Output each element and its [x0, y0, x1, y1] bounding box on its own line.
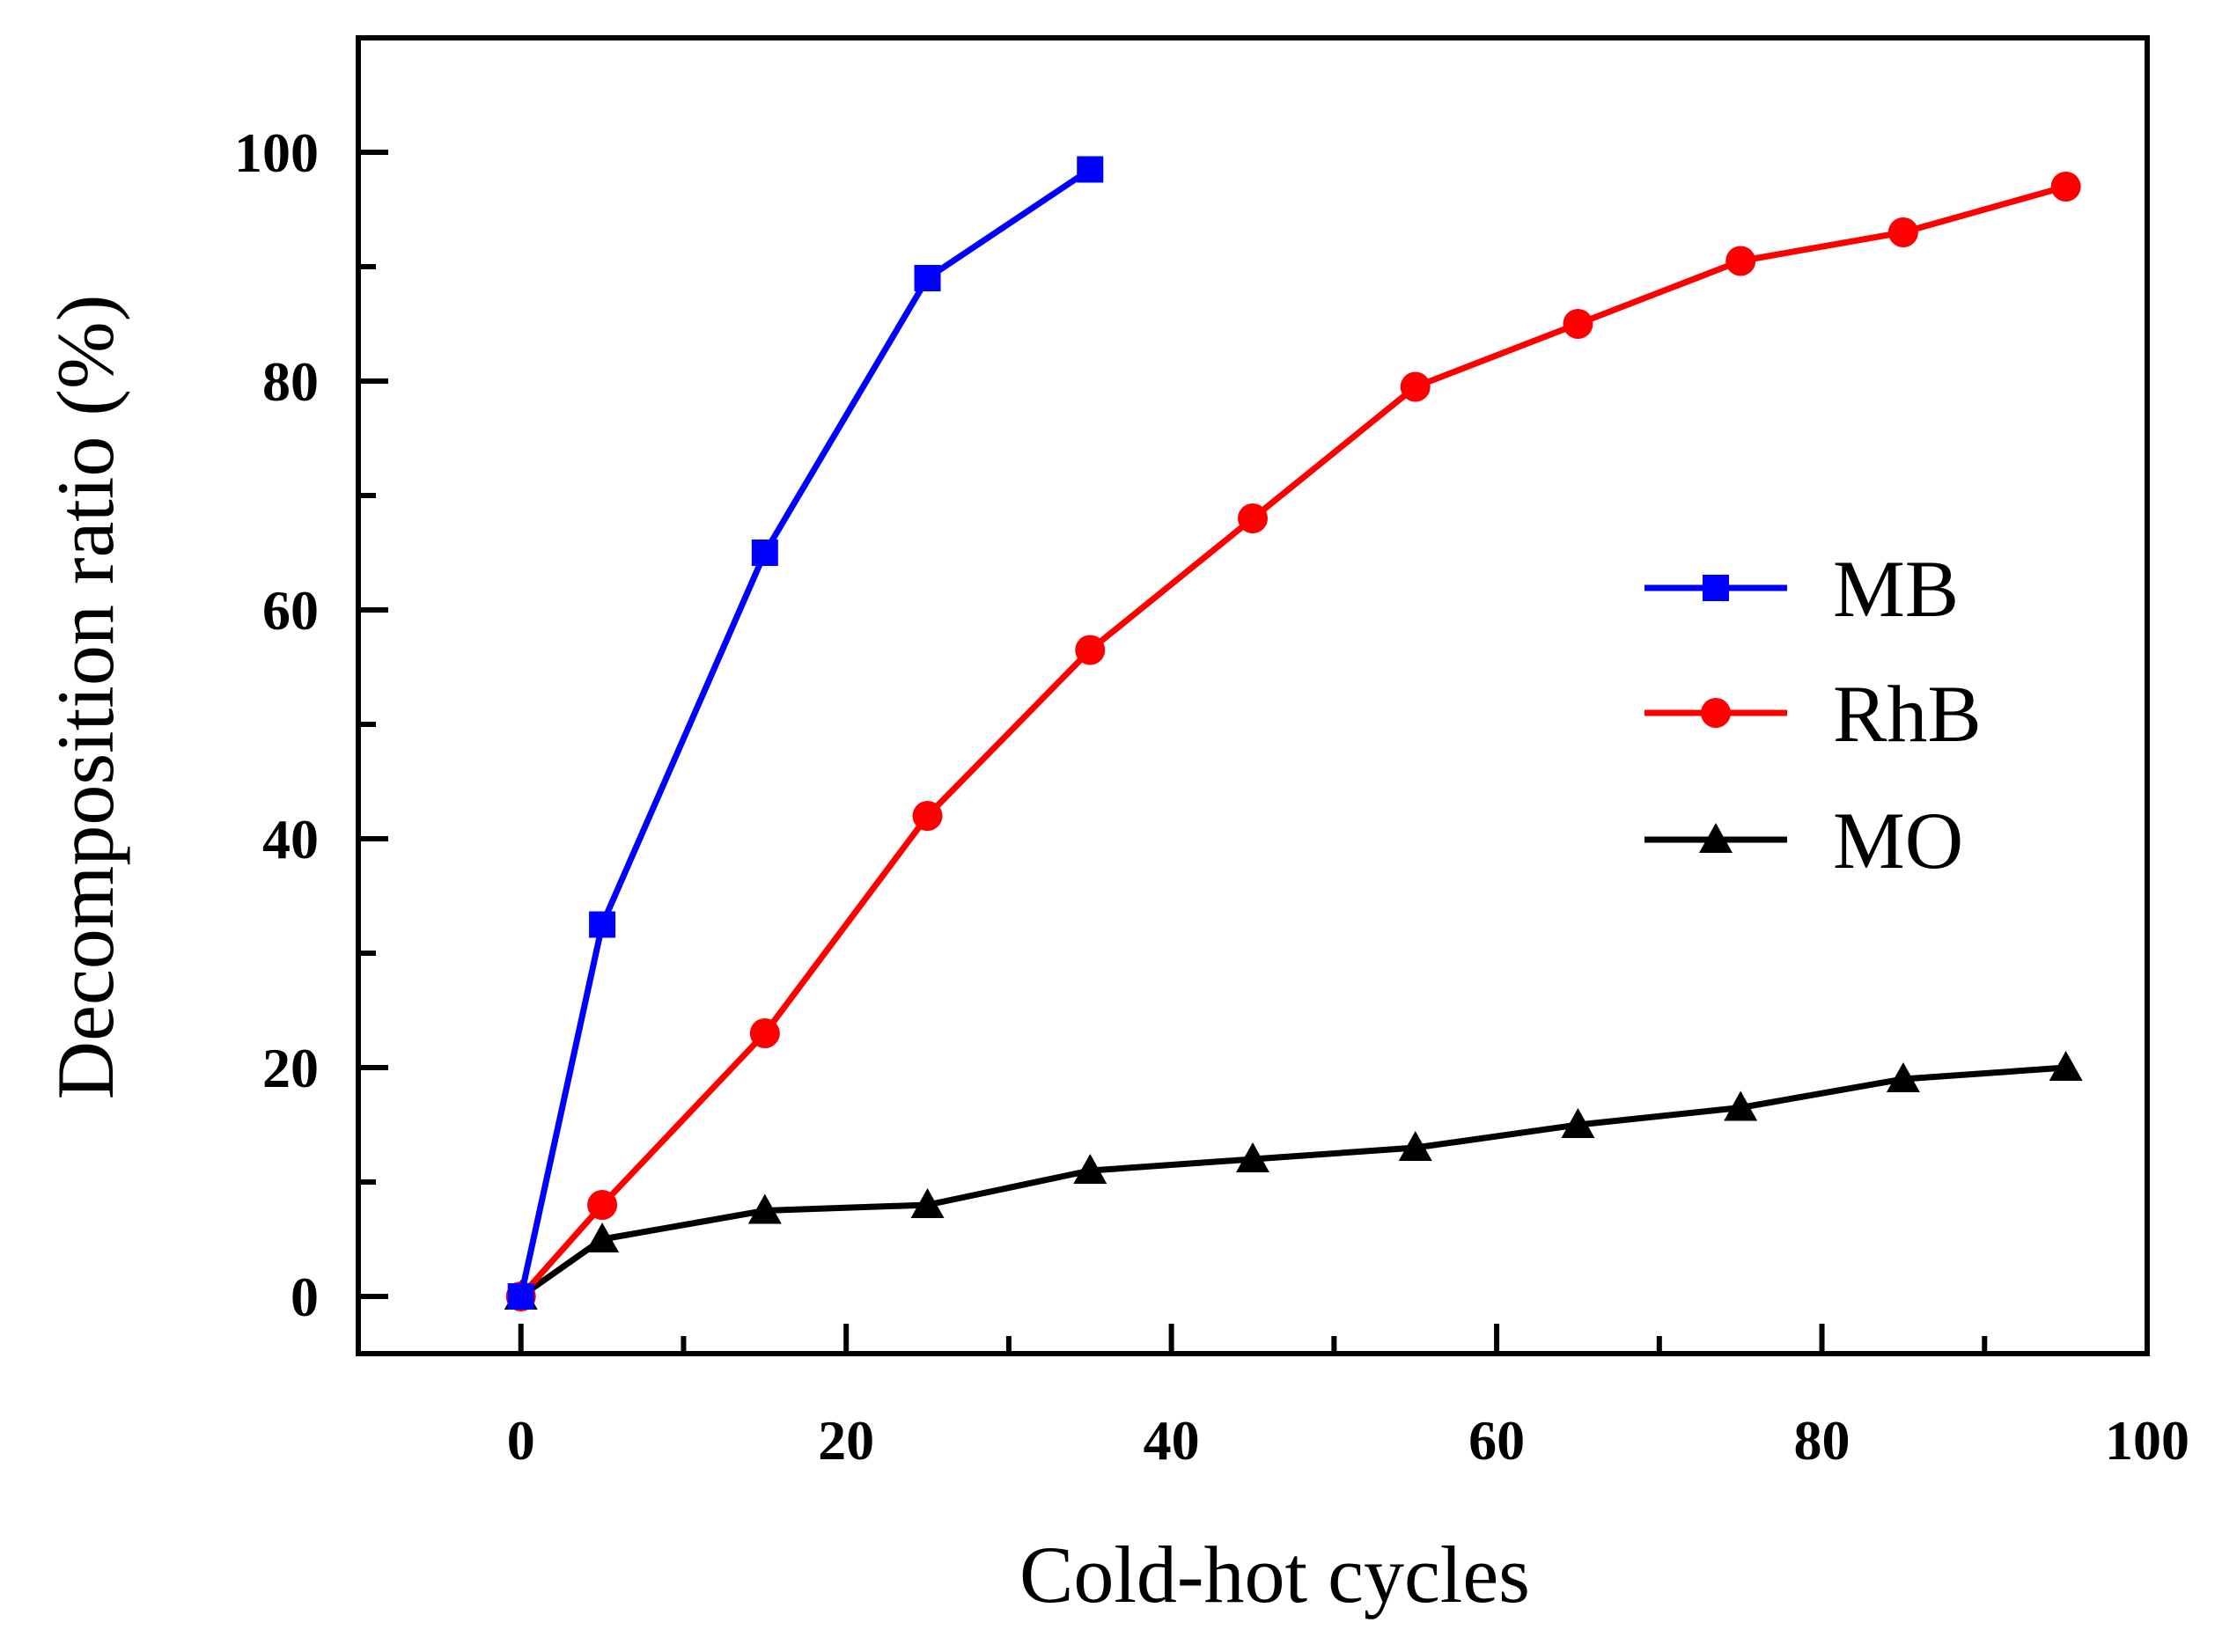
data-point-rhb: [1238, 503, 1268, 533]
y-axis-title: Decomposition ratio (%): [40, 295, 130, 1100]
legend-label-mb: MB: [1833, 544, 1959, 634]
legend-marker-mb: [1703, 575, 1729, 601]
legend-label-rhb: RhB: [1833, 669, 1982, 759]
series-mb: [507, 156, 1104, 1310]
legend-entry-rhb: RhB: [1644, 669, 1982, 759]
plot-frame: [356, 35, 2150, 1356]
data-point-mo: [1561, 1108, 1595, 1138]
data-point-mo: [1398, 1131, 1432, 1161]
marks-layer: [504, 156, 2083, 1311]
x-tick-label: 80: [1794, 1409, 1850, 1472]
y-tick-label: 40: [262, 808, 319, 870]
x-axis-title: Cold-hot cycles: [1019, 1530, 1530, 1619]
data-point-mo: [910, 1188, 945, 1218]
y-tick-label: 0: [291, 1266, 319, 1328]
data-point-mb: [507, 1283, 534, 1310]
data-point-mo: [1886, 1062, 1920, 1092]
data-point-mo: [1073, 1154, 1107, 1184]
data-point-rhb: [2050, 172, 2081, 202]
data-point-rhb: [1887, 217, 1918, 247]
legend-entry-mo: MO: [1644, 796, 1963, 885]
data-point-mo: [747, 1193, 782, 1224]
data-point-mb: [751, 540, 778, 566]
data-point-rhb: [1400, 371, 1431, 402]
x-tick-label: 0: [507, 1409, 535, 1472]
data-point-mo: [585, 1222, 620, 1252]
series-line-mo: [519, 1064, 2066, 1299]
data-point-rhb: [1563, 309, 1593, 339]
legend-entry-mb: MB: [1644, 544, 1959, 634]
y-tick-label: 100: [234, 121, 319, 184]
data-point-rhb: [1075, 635, 1106, 665]
y-tick-label: 20: [262, 1037, 319, 1099]
tick-labels: 0 20 40 60 80 100 0 20 40 60 80 100: [234, 121, 2189, 1472]
legend-marker-rhb: [1701, 698, 1731, 728]
data-point-rhb: [912, 801, 943, 831]
legend: MB RhB MO: [1644, 544, 1982, 885]
x-tick-label: 100: [2105, 1409, 2189, 1472]
data-point-mb: [589, 911, 616, 938]
data-point-mb: [1077, 156, 1104, 183]
data-point-mo: [1724, 1090, 1758, 1121]
series-mo: [504, 1051, 2083, 1310]
data-point-rhb: [587, 1190, 618, 1220]
data-point-mo: [1236, 1142, 1269, 1172]
x-tick-label: 20: [818, 1409, 874, 1472]
x-tick-label: 40: [1144, 1409, 1200, 1472]
legend-label-mo: MO: [1833, 796, 1963, 885]
ticks-layer: [358, 150, 2150, 1354]
x-tick-label: 60: [1468, 1409, 1525, 1472]
data-point-mb: [914, 265, 941, 291]
y-tick-label: 80: [262, 350, 319, 413]
data-point-rhb: [749, 1018, 780, 1048]
y-tick-label: 60: [262, 579, 319, 642]
legend-marker-mo: [1699, 823, 1733, 853]
data-point-mo: [2049, 1051, 2083, 1081]
data-point-rhb: [1725, 246, 1756, 276]
